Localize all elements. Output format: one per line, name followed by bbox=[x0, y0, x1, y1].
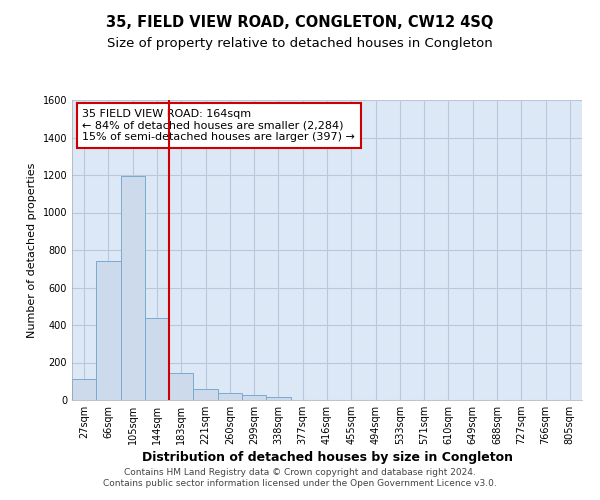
Text: 35 FIELD VIEW ROAD: 164sqm
← 84% of detached houses are smaller (2,284)
15% of s: 35 FIELD VIEW ROAD: 164sqm ← 84% of deta… bbox=[82, 109, 355, 142]
Bar bbox=[145, 318, 169, 400]
Y-axis label: Number of detached properties: Number of detached properties bbox=[27, 162, 37, 338]
Bar bbox=[242, 396, 266, 400]
Text: 35, FIELD VIEW ROAD, CONGLETON, CW12 4SQ: 35, FIELD VIEW ROAD, CONGLETON, CW12 4SQ bbox=[106, 15, 494, 30]
Bar bbox=[72, 380, 96, 400]
X-axis label: Distribution of detached houses by size in Congleton: Distribution of detached houses by size … bbox=[142, 452, 512, 464]
Bar bbox=[121, 176, 145, 400]
Bar bbox=[193, 389, 218, 400]
Bar bbox=[218, 394, 242, 400]
Bar bbox=[169, 373, 193, 400]
Text: Contains HM Land Registry data © Crown copyright and database right 2024.
Contai: Contains HM Land Registry data © Crown c… bbox=[103, 468, 497, 487]
Bar bbox=[266, 397, 290, 400]
Text: Size of property relative to detached houses in Congleton: Size of property relative to detached ho… bbox=[107, 38, 493, 51]
Bar bbox=[96, 261, 121, 400]
